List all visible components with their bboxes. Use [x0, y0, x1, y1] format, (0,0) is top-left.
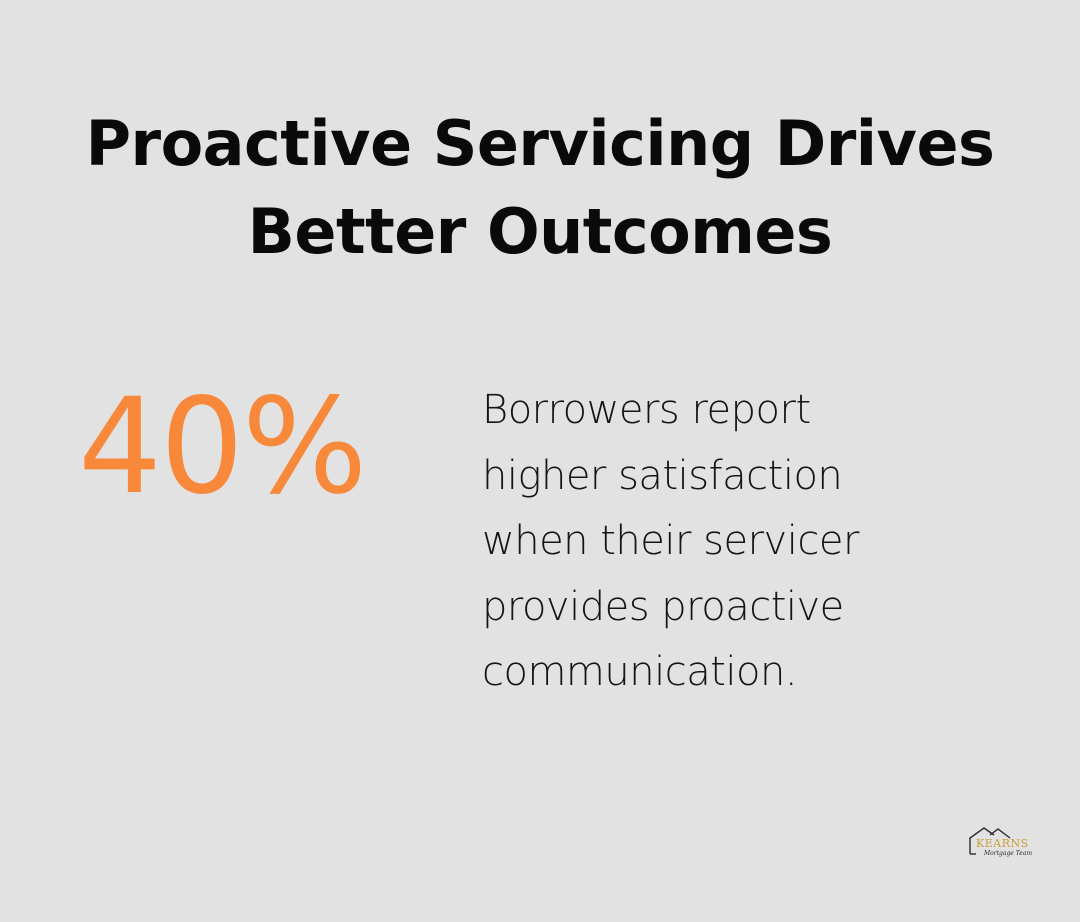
- stat-description-line: communication.: [482, 649, 798, 695]
- logo-brand-text: KEARNS: [976, 837, 1029, 850]
- title-line-1: Proactive Servicing Drives: [85, 107, 995, 180]
- logo-tagline: Mortgage Team: [984, 850, 1033, 857]
- title-line-2: Better Outcomes: [247, 195, 833, 268]
- stat-percentage: 40%: [78, 370, 367, 524]
- house-roof-icon: [969, 827, 1011, 855]
- stat-description-line: provides proactive: [482, 583, 844, 630]
- brand-logo: KEARNS Mortgage Team: [966, 826, 1038, 862]
- page-title: Proactive Servicing Drives Better Outcom…: [0, 100, 1080, 276]
- stat-description-line: higher satisfaction: [482, 452, 843, 499]
- stat-description-line: when their servicer: [482, 518, 859, 564]
- stat-description: Borrowers report higher satisfaction whe…: [482, 378, 1042, 706]
- stat-description-line: Borrowers report: [482, 387, 811, 433]
